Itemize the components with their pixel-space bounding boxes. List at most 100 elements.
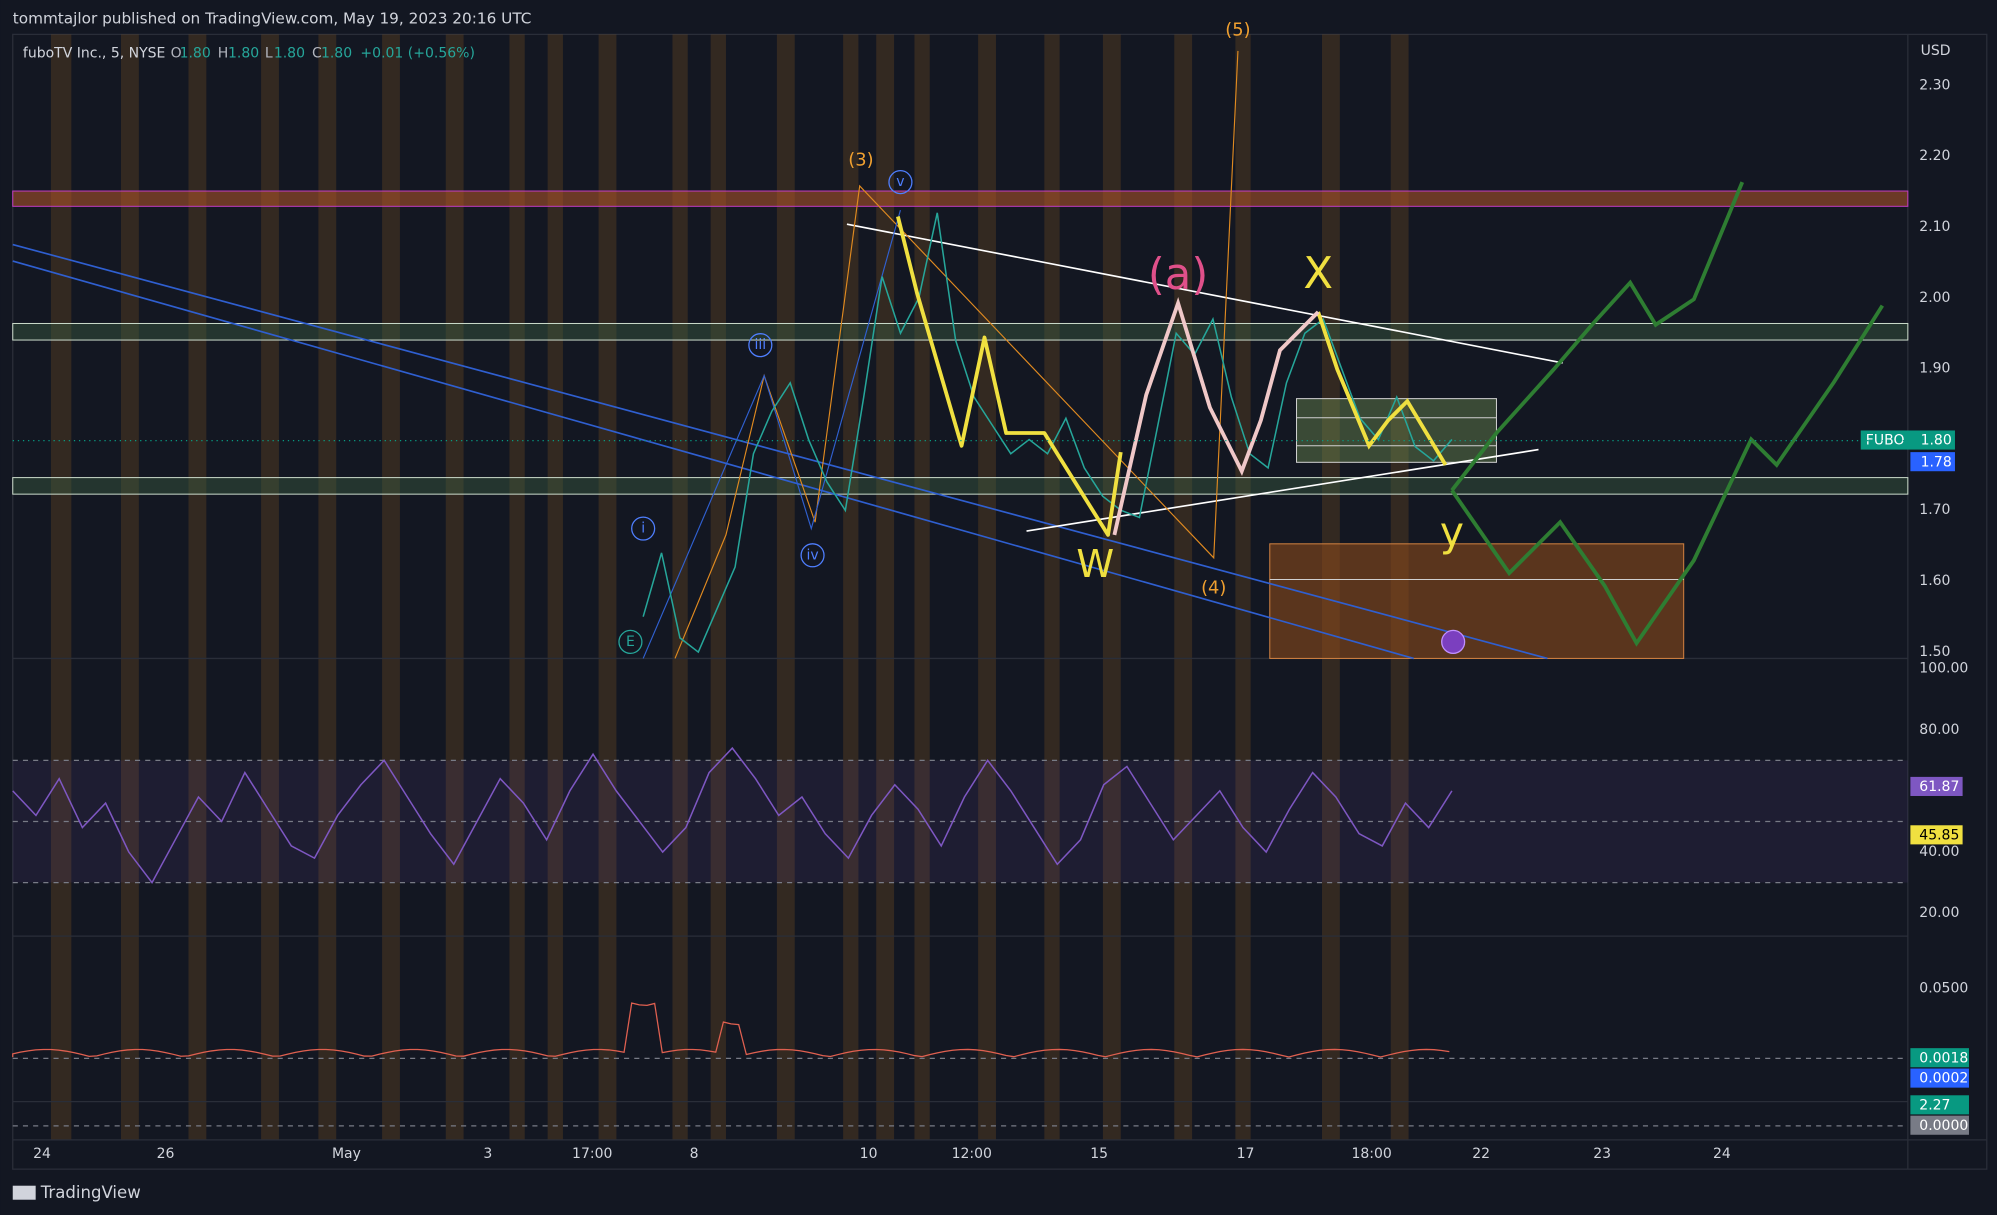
time-label: 8 <box>690 1146 699 1162</box>
price-tick-label: 1.60 <box>1919 573 1950 589</box>
price-tick-label: 1.70 <box>1919 502 1950 518</box>
session-stripe <box>509 34 525 1140</box>
legend-c: 1.80 <box>321 45 352 61</box>
rsi-tick-label: 20.00 <box>1919 905 1959 921</box>
osc-badge <box>1910 1115 1969 1135</box>
rsi-tick-label: 40.00 <box>1919 844 1959 860</box>
legend-o-label: O <box>171 45 182 61</box>
time-label: 18:00 <box>1351 1146 1391 1162</box>
annotation: (4) <box>1201 577 1226 598</box>
rsi-pane: 100.00 80.00 40.00 20.00 61.87 45.85 <box>12 661 1968 921</box>
legend-change: +0.01 (+0.56%) <box>360 45 474 61</box>
wave-marker <box>800 543 825 568</box>
resistance-zone <box>12 190 1909 207</box>
time-label: 24 <box>1713 1146 1731 1162</box>
time-label: 26 <box>157 1146 175 1162</box>
time-label: May <box>332 1146 361 1162</box>
footer-brand: TradingView <box>40 1183 141 1202</box>
wave-marker <box>618 629 643 654</box>
annotation: (a) <box>1148 250 1208 300</box>
badge-low: 1.78 <box>1921 454 1952 470</box>
annotation: iv <box>806 547 818 563</box>
time-label: 3 <box>483 1146 492 1162</box>
time-label: 17:00 <box>572 1146 612 1162</box>
osc-badge <box>1910 1095 1969 1115</box>
wave-lines <box>642 209 901 659</box>
header: tommtajlor published on TradingView.com,… <box>13 10 532 28</box>
rsi-badge-value: 61.87 <box>1919 779 1959 795</box>
session-stripe <box>261 34 279 1140</box>
time-label: 22 <box>1472 1146 1490 1162</box>
annotation: v <box>896 174 904 190</box>
price-line <box>642 212 1453 654</box>
session-stripe <box>50 34 72 1140</box>
zone <box>12 322 1909 341</box>
yellow-drawing <box>896 216 1123 537</box>
green-projection <box>1450 304 1884 647</box>
channel-line <box>12 260 1414 660</box>
price-tick-label: 2.00 <box>1919 290 1950 306</box>
annotation: iii <box>755 337 767 353</box>
session-stripes <box>50 34 1409 1140</box>
legend-o: 1.80 <box>180 45 211 61</box>
rsi-tick-label: 100.00 <box>1919 661 1968 677</box>
legend-l-label: L <box>265 45 273 61</box>
annotation: y <box>1440 508 1464 556</box>
time-label: 24 <box>33 1146 51 1162</box>
legend-l: 1.80 <box>274 45 305 61</box>
legend-c-label: C <box>312 45 322 61</box>
session-stripe <box>318 34 337 1140</box>
event-icon <box>1441 629 1466 654</box>
price-tick-label: 2.20 <box>1919 148 1950 164</box>
annotation: X <box>1303 249 1333 299</box>
annotation: W <box>1076 543 1114 587</box>
price-tick-label: 1.50 <box>1919 644 1950 660</box>
session-stripe <box>1102 34 1121 1140</box>
legend-symbol: fuboTV Inc., 5, NYSE <box>23 45 165 61</box>
annotation: E <box>626 634 635 650</box>
price-badge <box>1860 430 1955 450</box>
yellow-drawing <box>1316 311 1448 466</box>
osc-badge-value: 2.27 <box>1919 1097 1950 1113</box>
time-label: 17 <box>1237 1146 1255 1162</box>
session-stripe <box>876 34 895 1140</box>
time-label: 10 <box>860 1146 878 1162</box>
target-box <box>1296 398 1497 463</box>
channel-line <box>12 243 1548 660</box>
session-stripe <box>121 34 139 1140</box>
wave-marker <box>631 516 656 541</box>
badge-last: 1.80 <box>1921 433 1952 449</box>
price-tick-label: 2.10 <box>1919 219 1950 235</box>
session-stripe <box>445 34 464 1140</box>
rsi-tick-label: 80.00 <box>1919 722 1959 738</box>
session-stripe <box>843 34 859 1140</box>
wave-lines <box>674 50 1239 659</box>
session-stripe <box>672 34 688 1140</box>
rsi-badge-value: 45.85 <box>1919 827 1959 843</box>
annotation: i <box>641 521 645 537</box>
price-tick-label: 2.30 <box>1919 77 1950 93</box>
oscillator-pane: 0.0500 0.0018 0.0002 2.27 0.0000 <box>12 980 1969 1135</box>
osc-badge <box>1910 1068 1969 1088</box>
wave-marker <box>888 170 913 195</box>
session-stripe <box>1235 34 1251 1140</box>
rsi-line <box>12 746 1453 884</box>
currency: USD <box>1921 43 1951 59</box>
session-stripe <box>382 34 400 1140</box>
time-label: 12:00 <box>952 1146 992 1162</box>
time-label: 15 <box>1090 1146 1108 1162</box>
session-stripe <box>547 34 563 1140</box>
price-pane <box>642 212 1453 654</box>
badge-symbol: FUBO <box>1866 433 1905 449</box>
zone <box>12 477 1909 495</box>
session-stripe <box>776 34 795 1140</box>
osc-badge <box>1910 1048 1969 1068</box>
osc-tick-label: 0.0500 <box>1919 980 1968 996</box>
session-stripe <box>710 34 726 1140</box>
rsi-badge <box>1910 825 1963 845</box>
green-projection <box>1450 181 1745 492</box>
legend-h-label: H <box>218 45 229 61</box>
osc-line <box>12 1002 1450 1058</box>
